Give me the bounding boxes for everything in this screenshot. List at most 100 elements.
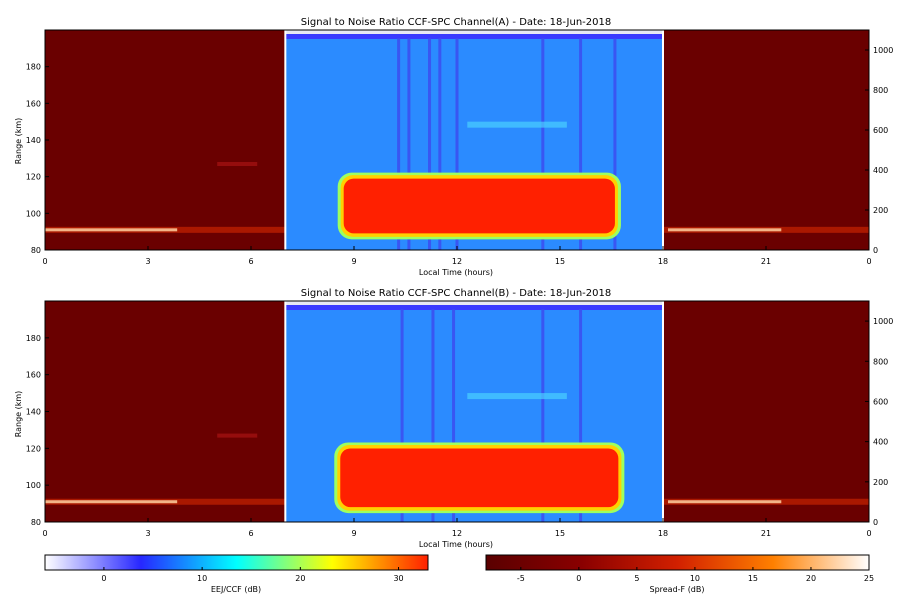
y2-tick-label: 1000 [873,317,893,326]
x-tick-label: 18 [658,257,668,266]
y-tick-label: 100 [26,481,41,490]
x-tick-label: 9 [351,257,356,266]
colorbar-tick-label: 0 [576,574,581,583]
eej-core [343,178,615,234]
mid-echo [467,393,567,400]
y-tick-label: 80 [31,518,41,527]
eej-core [340,448,619,508]
x-tick-label: 21 [761,529,771,538]
y2-tick-label: 600 [873,126,888,135]
night-echo [217,433,258,438]
vertical-streak [455,38,459,250]
ccf-top-strip [285,30,663,34]
night-es-core [45,228,178,232]
vertical-streak [407,38,411,250]
x-tick-label: 3 [145,529,150,538]
y2-tick-label: 400 [873,166,888,175]
y2-tick-label: 200 [873,478,888,487]
y-tick-label: 100 [26,209,41,218]
colorbar-tick-label: 10 [197,574,207,583]
colorbar-label: EEJ/CCF (dB) [211,585,261,594]
y2-axis-ticks: 0 200 400 600 800 1000 [865,317,893,527]
y-tick-label: 180 [26,334,41,343]
y-tick-label: 160 [26,371,41,380]
colorbar-tick-label: 15 [748,574,758,583]
colorbar-tick-label: 30 [393,574,403,583]
y2-tick-label: 1000 [873,46,893,55]
night-es-core [45,500,178,504]
x-tick-label: 0 [866,257,871,266]
colorbar-tick-label: 20 [806,574,816,583]
colorbar-tick-label: 0 [101,574,106,583]
colorbar-gradient [485,554,870,571]
y2-tick-label: 800 [873,86,888,95]
vertical-streak [579,309,583,522]
colorbar-label: Spread-F (dB) [649,585,704,594]
chart-title: Signal to Noise Ratio CCF-SPC Channel(B)… [301,288,611,299]
x-tick-label: 6 [248,257,253,266]
colorbar-ticks: -5 0 5 10 15 20 25 [517,567,874,583]
x-axis-ticks: 0 3 6 9 12 15 18 21 0 [42,518,872,538]
y2-tick-label: 200 [873,206,888,215]
colorbar-tick-label: -5 [517,574,525,583]
colorbar-gradient [44,554,429,571]
y2-tick-label: 0 [873,246,878,255]
vertical-streak [428,38,432,250]
vertical-streak [541,309,545,522]
colorbar-tick-label: 25 [864,574,874,583]
colorbar-spread-f: -5 0 5 10 15 20 25 Spread-F (dB) [485,554,874,594]
x-tick-label: 12 [452,529,462,538]
vertical-streak [438,38,442,250]
night-echo [217,162,258,166]
panel-channel-a: Signal to Noise Ratio CCF-SPC Channel(A)… [14,17,893,277]
y2-tick-label: 400 [873,438,888,447]
vertical-streak [579,38,583,250]
panel-channel-b: Signal to Noise Ratio CCF-SPC Channel(B)… [14,288,893,549]
y-tick-label: 180 [26,63,41,72]
x-axis-label: Local Time (hours) [419,268,493,277]
vertical-streak [452,309,456,522]
y-tick-label: 80 [31,246,41,255]
y-tick-label: 160 [26,99,41,108]
x-tick-label: 0 [42,529,47,538]
vertical-streak [400,309,404,522]
chart-title: Signal to Noise Ratio CCF-SPC Channel(A)… [301,17,611,28]
y2-axis-ticks: 0 200 400 600 800 1000 [865,46,893,255]
y-axis-ticks: 80 100 120 140 160 180 [26,63,49,255]
y2-tick-label: 800 [873,357,888,366]
ccf-top-band [285,305,663,310]
x-tick-label: 12 [452,257,462,266]
night-es-core [668,500,782,504]
y-tick-label: 140 [26,408,41,417]
y-axis-label: Range (km) [14,118,23,165]
y2-tick-label: 0 [873,518,878,527]
x-tick-label: 18 [658,529,668,538]
vertical-streak [541,38,545,250]
x-tick-label: 15 [555,529,565,538]
mid-echo [467,121,567,128]
ccf-top-band [285,34,663,39]
y-tick-label: 140 [26,136,41,145]
x-axis-ticks: 0 3 6 9 12 15 18 21 0 [42,246,872,266]
x-tick-label: 3 [145,257,150,266]
colorbar-tick-label: 5 [634,574,639,583]
vertical-streak [431,309,435,522]
vertical-streak [613,38,617,250]
x-tick-label: 15 [555,257,565,266]
x-axis-label: Local Time (hours) [419,540,493,549]
ccf-top-strip [285,301,663,305]
x-tick-label: 6 [248,529,253,538]
heatmap-area [44,29,870,251]
y-tick-label: 120 [26,173,41,182]
colorbar-ticks: 0 10 20 30 [101,567,404,583]
x-tick-label: 9 [351,529,356,538]
x-tick-label: 21 [761,257,771,266]
y-axis-ticks: 80 100 120 140 160 180 [26,334,49,527]
y-tick-label: 120 [26,444,41,453]
heatmap-area [44,300,870,523]
colorbar-tick-label: 20 [295,574,305,583]
vertical-streak [397,38,401,250]
colorbar-tick-label: 10 [690,574,700,583]
y-axis-label: Range (km) [14,391,23,438]
